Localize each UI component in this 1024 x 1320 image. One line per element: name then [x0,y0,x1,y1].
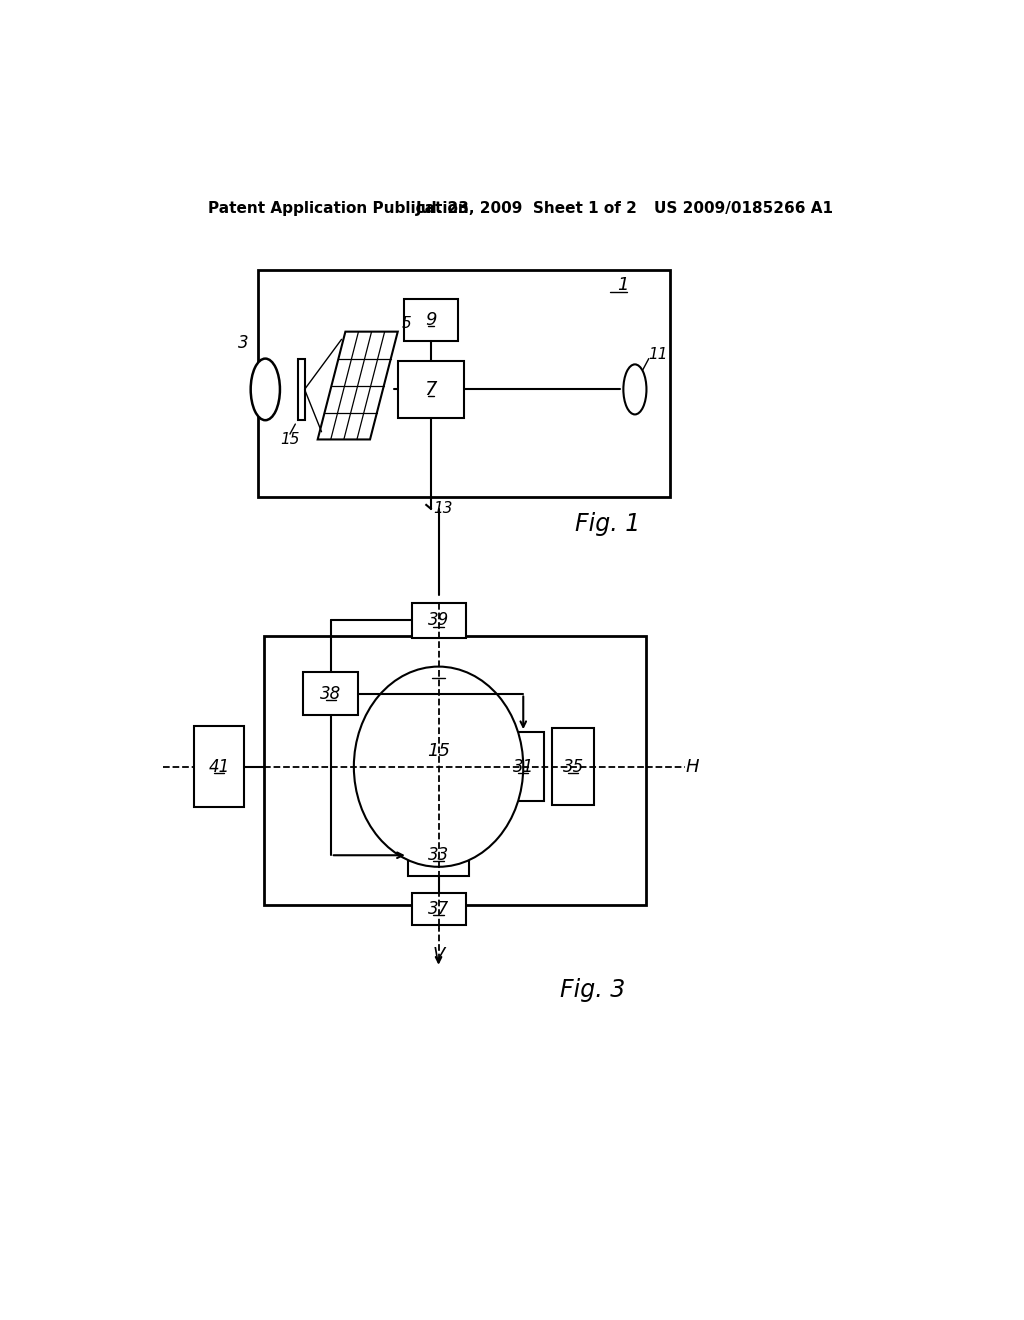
Ellipse shape [624,364,646,414]
Text: 7: 7 [425,380,437,399]
Text: V: V [432,946,444,965]
Text: 15: 15 [281,432,300,447]
Text: Fig. 3: Fig. 3 [560,978,626,1002]
Text: H: H [686,758,699,776]
Bar [264,636,646,906]
Bar [303,672,358,714]
Text: 41: 41 [209,758,229,776]
Text: 5: 5 [402,317,412,331]
Text: 37: 37 [428,900,450,919]
Text: Patent Application Publication: Patent Application Publication [208,201,468,216]
Text: 38: 38 [321,685,341,702]
Text: 39: 39 [428,611,450,630]
Text: 35: 35 [562,758,584,776]
Text: US 2009/0185266 A1: US 2009/0185266 A1 [654,201,834,216]
Text: 33: 33 [428,846,450,865]
Ellipse shape [354,667,523,867]
Text: 3: 3 [239,334,249,352]
Text: 13: 13 [433,502,453,516]
Bar [258,271,670,498]
Text: 9: 9 [425,312,436,329]
Bar [502,733,545,801]
Bar [412,892,466,925]
Bar [552,729,595,805]
Bar [298,359,304,420]
Bar [398,360,464,418]
Text: 11: 11 [648,347,668,362]
Bar [408,834,469,876]
Bar [195,726,244,807]
Text: Jul. 23, 2009  Sheet 1 of 2: Jul. 23, 2009 Sheet 1 of 2 [416,201,637,216]
Text: Fig. 1: Fig. 1 [575,512,641,536]
Bar [412,603,466,638]
Text: 15: 15 [427,742,451,760]
Text: 31: 31 [513,758,534,776]
Text: 1: 1 [617,276,629,294]
Ellipse shape [251,359,280,420]
Polygon shape [317,331,397,440]
Bar [403,298,458,342]
